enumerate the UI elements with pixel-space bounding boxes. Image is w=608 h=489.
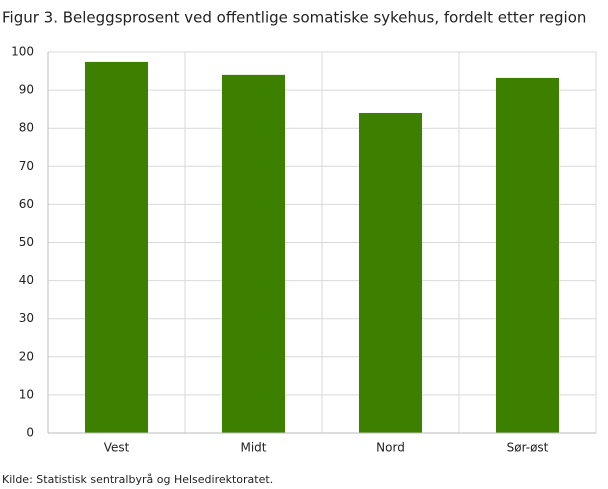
y-tick-label: 100 — [11, 45, 34, 59]
y-tick-label: 40 — [19, 273, 34, 287]
x-tick-label: Vest — [104, 441, 130, 455]
y-tick-label: 0 — [26, 426, 34, 440]
bar — [84, 61, 149, 433]
x-tick-label: Sør-øst — [507, 441, 549, 455]
bar — [495, 77, 560, 434]
bar — [358, 112, 423, 434]
y-tick-label: 90 — [19, 83, 34, 97]
y-tick-label: 60 — [19, 197, 34, 211]
y-tick-label: 50 — [19, 235, 34, 249]
y-tick-label: 20 — [19, 349, 34, 363]
y-tick-label: 10 — [19, 387, 34, 401]
source-note: Kilde: Statistisk sentralbyrå og Helsedi… — [2, 473, 273, 486]
y-tick-label: 70 — [19, 159, 34, 173]
chart-title: Figur 3. Beleggsprosent ved offentlige s… — [2, 9, 586, 27]
x-tick-label: Nord — [376, 441, 405, 455]
bar — [221, 74, 286, 434]
y-tick-label: 80 — [19, 121, 34, 135]
y-tick-label: 30 — [19, 311, 34, 325]
x-tick-label: Midt — [240, 441, 266, 455]
